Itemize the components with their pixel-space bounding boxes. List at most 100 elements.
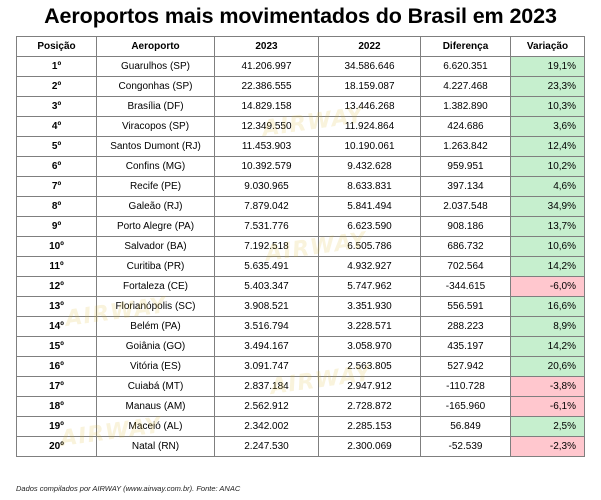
header-posicao: Posição	[16, 36, 97, 57]
cell-aeroporto: Santos Dumont (RJ)	[96, 136, 215, 157]
cell-2022: 18.159.087	[318, 76, 421, 97]
cell-aeroporto: Curitiba (PR)	[96, 256, 215, 277]
cell-aeroporto: Manaus (AM)	[96, 396, 215, 417]
cell-variacao: 10,2%	[510, 156, 585, 177]
cell-aeroporto: Confins (MG)	[96, 156, 215, 177]
cell-posicao: 14º	[16, 316, 97, 337]
header-diferenca: Diferença	[420, 36, 511, 57]
cell-aeroporto: Florianópolis (SC)	[96, 296, 215, 317]
cell-variacao: 10,6%	[510, 236, 585, 257]
cell-variacao: 23,3%	[510, 76, 585, 97]
cell-2022: 34.586.646	[318, 56, 421, 77]
cell-aeroporto: Fortaleza (CE)	[96, 276, 215, 297]
table-row: 8º Galeão (RJ) 7.879.042 5.841.494 2.037.548…	[16, 196, 585, 217]
cell-diferenca: 424.686	[420, 116, 511, 137]
cell-posicao: 15º	[16, 336, 97, 357]
cell-2022: 10.190.061	[318, 136, 421, 157]
cell-variacao: 14,2%	[510, 256, 585, 277]
header-aeroporto: Aeroporto	[96, 36, 215, 57]
header-2022: 2022	[318, 36, 421, 57]
header-2023: 2023	[214, 36, 319, 57]
cell-2023: 10.392.579	[214, 156, 319, 177]
table-row: 9º Porto Alegre (PA) 7.531.776 6.623.590 908…	[16, 216, 585, 237]
cell-posicao: 19º	[16, 416, 97, 437]
cell-aeroporto: Guarulhos (SP)	[96, 56, 215, 77]
cell-2023: 22.386.555	[214, 76, 319, 97]
cell-2022: 4.932.927	[318, 256, 421, 277]
cell-2023: 2.247.530	[214, 436, 319, 457]
cell-2022: 3.058.970	[318, 336, 421, 357]
cell-posicao: 7º	[16, 176, 97, 197]
cell-variacao: 14,2%	[510, 336, 585, 357]
cell-diferenca: -52.539	[420, 436, 511, 457]
header-variacao: Variação	[510, 36, 585, 57]
cell-2022: 5.841.494	[318, 196, 421, 217]
cell-diferenca: 397.134	[420, 176, 511, 197]
table-row: 15º Goiânia (GO) 3.494.167 3.058.970 435.197…	[16, 336, 585, 357]
table-row: 16º Vitória (ES) 3.091.747 2.563.805 527.942…	[16, 356, 585, 377]
footnote-source: Dados compilados por AIRWAY (www.airway.…	[16, 484, 241, 493]
cell-variacao: -6,0%	[510, 276, 585, 297]
cell-variacao: -3,8%	[510, 376, 585, 397]
table-row: 10º Salvador (BA) 7.192.518 6.505.786 686.73…	[16, 236, 585, 257]
cell-posicao: 8º	[16, 196, 97, 217]
cell-2023: 2.562.912	[214, 396, 319, 417]
cell-diferenca: 908.186	[420, 216, 511, 237]
cell-posicao: 12º	[16, 276, 97, 297]
cell-posicao: 16º	[16, 356, 97, 377]
table-row: 17º Cuiabá (MT) 2.837.184 2.947.912 -110.728…	[16, 376, 585, 397]
cell-aeroporto: Natal (RN)	[96, 436, 215, 457]
cell-2023: 9.030.965	[214, 176, 319, 197]
cell-2023: 3.516.794	[214, 316, 319, 337]
cell-diferenca: 702.564	[420, 256, 511, 277]
cell-diferenca: 435.197	[420, 336, 511, 357]
cell-posicao: 1º	[16, 56, 97, 77]
cell-diferenca: 4.227.468	[420, 76, 511, 97]
cell-posicao: 10º	[16, 236, 97, 257]
cell-2023: 14.829.158	[214, 96, 319, 117]
cell-2022: 9.432.628	[318, 156, 421, 177]
cell-posicao: 6º	[16, 156, 97, 177]
cell-posicao: 4º	[16, 116, 97, 137]
table-row: 7º Recife (PE) 9.030.965 8.633.831 397.134 4,…	[16, 176, 585, 197]
cell-diferenca: 1.382.890	[420, 96, 511, 117]
cell-posicao: 11º	[16, 256, 97, 277]
cell-posicao: 9º	[16, 216, 97, 237]
cell-aeroporto: Maceió (AL)	[96, 416, 215, 437]
table-row: 3º Brasília (DF) 14.829.158 13.446.268 1.382…	[16, 96, 585, 117]
cell-variacao: 4,6%	[510, 176, 585, 197]
cell-aeroporto: Brasília (DF)	[96, 96, 215, 117]
table-header-row: Posição Aeroporto 2023 2022 Diferença Va…	[16, 36, 585, 57]
table-row: 11º Curitiba (PR) 5.635.491 4.932.927 702.56…	[16, 256, 585, 277]
cell-2023: 7.531.776	[214, 216, 319, 237]
airports-table: Posição Aeroporto 2023 2022 Diferença Va…	[16, 36, 585, 457]
table-row: 5º Santos Dumont (RJ) 11.453.903 10.190.061…	[16, 136, 585, 157]
cell-aeroporto: Goiânia (GO)	[96, 336, 215, 357]
cell-posicao: 2º	[16, 76, 97, 97]
cell-2022: 6.505.786	[318, 236, 421, 257]
cell-posicao: 18º	[16, 396, 97, 417]
cell-2023: 5.635.491	[214, 256, 319, 277]
cell-aeroporto: Galeão (RJ)	[96, 196, 215, 217]
cell-2022: 2.728.872	[318, 396, 421, 417]
cell-variacao: 16,6%	[510, 296, 585, 317]
cell-aeroporto: Vitória (ES)	[96, 356, 215, 377]
table-row: 18º Manaus (AM) 2.562.912 2.728.872 -165.960…	[16, 396, 585, 417]
cell-2023: 2.837.184	[214, 376, 319, 397]
cell-2022: 11.924.864	[318, 116, 421, 137]
cell-aeroporto: Salvador (BA)	[96, 236, 215, 257]
cell-diferenca: 556.591	[420, 296, 511, 317]
table-row: 13º Florianópolis (SC) 3.908.521 3.351.930 5…	[16, 296, 585, 317]
cell-aeroporto: Belém (PA)	[96, 316, 215, 337]
cell-2023: 11.453.903	[214, 136, 319, 157]
cell-aeroporto: Congonhas (SP)	[96, 76, 215, 97]
cell-aeroporto: Cuiabá (MT)	[96, 376, 215, 397]
table-row: 20º Natal (RN) 2.247.530 2.300.069 -52.539 -2…	[16, 436, 585, 457]
cell-variacao: 20,6%	[510, 356, 585, 377]
cell-2022: 13.446.268	[318, 96, 421, 117]
cell-variacao: 34,9%	[510, 196, 585, 217]
cell-2023: 5.403.347	[214, 276, 319, 297]
cell-2023: 3.091.747	[214, 356, 319, 377]
table-row: 12º Fortaleza (CE) 5.403.347 5.747.962 -344.…	[16, 276, 585, 297]
cell-diferenca: 959.951	[420, 156, 511, 177]
